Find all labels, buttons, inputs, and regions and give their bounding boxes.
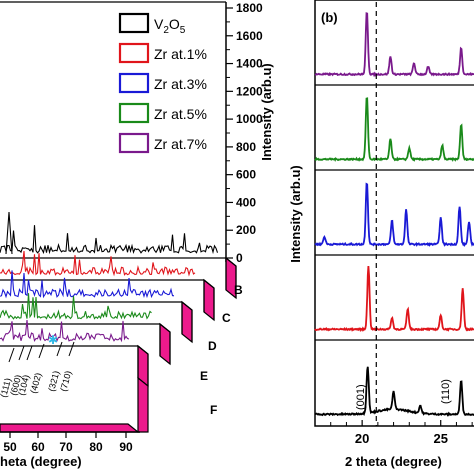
slab-outline [0, 257, 237, 298]
y-tick-label: 200 [236, 223, 256, 237]
miller-arrow [26, 345, 33, 361]
panel-a-depth-labels: BCD E F [200, 283, 243, 417]
panel-b-x-axis: 20 25 [330, 420, 473, 446]
panel-a-miller-labels: (111)(600)(104)(402) (321)(710) [0, 341, 75, 399]
slab-outline [0, 323, 171, 364]
slab-outline [0, 301, 193, 342]
panel-a-xlabel: heta (degree) [0, 454, 82, 469]
panel-b-xlabel: 2 theta (degree) [345, 454, 442, 469]
slab-side-face [203, 278, 215, 322]
slab-outline [0, 279, 215, 320]
legend-label: Zr at.7% [154, 136, 207, 152]
y-tick-label: 0 [236, 251, 243, 265]
y-tick-label: 1800 [236, 1, 263, 15]
miller-arrow [18, 345, 25, 361]
x-tick-label: 80 [89, 440, 103, 454]
legend-swatch [118, 72, 150, 94]
star-marker: ✱ [48, 333, 58, 347]
miller-label: (402) [28, 372, 43, 395]
front-side-face [137, 376, 149, 433]
front-face [0, 423, 140, 433]
depth-label: C [222, 311, 231, 325]
legend-label: Zr at.5% [154, 106, 207, 122]
slab-side-face [181, 300, 193, 344]
miller-arrow [68, 341, 75, 357]
y-tick-label: 1000 [236, 112, 263, 126]
y-tick-label: 1600 [236, 29, 263, 43]
legend-swatch [118, 132, 150, 154]
panel-a: 0 200 400 600 800 1000 1200 1400 1600 1800 Intens… [0, 1, 274, 469]
y-tick-label: 800 [236, 140, 256, 154]
trace-2 [0, 270, 175, 299]
panel-b-traces [314, 12, 474, 417]
x-tick-label: 70 [59, 440, 73, 454]
panel-a-x-axis: 50 60 70 80 90 [0, 431, 140, 454]
x-tick-label: 60 [31, 440, 45, 454]
slab-outline [0, 345, 149, 386]
panel-b-trace-4 [314, 366, 474, 417]
trace-4 [0, 319, 130, 343]
miller-arrow [56, 341, 63, 357]
panel-b-ylabel: Intensity (arb.u) [288, 165, 303, 263]
trace-0 [0, 225, 219, 255]
legend-swatch [118, 12, 150, 34]
legend-label: Zr at.1% [154, 46, 207, 62]
annotation-001: (001) [355, 384, 367, 410]
x-tick-label: 90 [119, 440, 133, 454]
panel-b-x-tick-label: 25 [433, 431, 447, 446]
panel-b: (b) Intensity (arb.u) 20 25 2 theta (degr… [288, 0, 474, 469]
legend-label: Zr at.3% [154, 76, 207, 92]
panel-b-trace-1 [314, 97, 474, 162]
y-tick-label: 400 [236, 195, 256, 209]
miller-arrow [8, 347, 15, 363]
panel-b-trace-3 [314, 265, 474, 333]
trace-peak [5, 211, 13, 255]
x-tick-label: 50 [3, 440, 17, 454]
depth-label: E [200, 369, 208, 383]
panel-a-ylabel: Intensity (arb.u) [259, 63, 274, 161]
panel-b-trace-2 [314, 182, 474, 247]
y-tick-label: 1400 [236, 57, 263, 71]
trace-3 [0, 293, 152, 320]
legend-label: V2O5 [154, 16, 186, 36]
slab-side-face [159, 322, 171, 366]
y-tick-label: 600 [236, 168, 256, 182]
panel-b-x-tick-label: 20 [355, 431, 369, 446]
legend-swatch [118, 102, 150, 124]
panel-b-frame [314, 0, 474, 427]
panel-b-label: (b) [321, 10, 338, 25]
depth-label: D [208, 339, 217, 353]
legend-swatch [118, 42, 150, 64]
trace-1 [0, 251, 196, 277]
annotation-110: (110) [440, 379, 452, 404]
miller-arrow [38, 343, 45, 359]
depth-label: F [210, 403, 217, 417]
panel-a-y-axis: 0 200 400 600 800 1000 1200 1400 1600 1800 [226, 1, 263, 265]
panel-a-traces [0, 211, 219, 343]
y-tick-label: 1200 [236, 84, 263, 98]
panel-a-legend: V2O5 Zr at.1% Zr at.3% Zr at.5% Zr at.7% [118, 12, 207, 154]
depth-label: B [234, 283, 243, 297]
panel-a-floor-slabs [0, 256, 237, 433]
panel-b-trace-0 [314, 12, 474, 78]
